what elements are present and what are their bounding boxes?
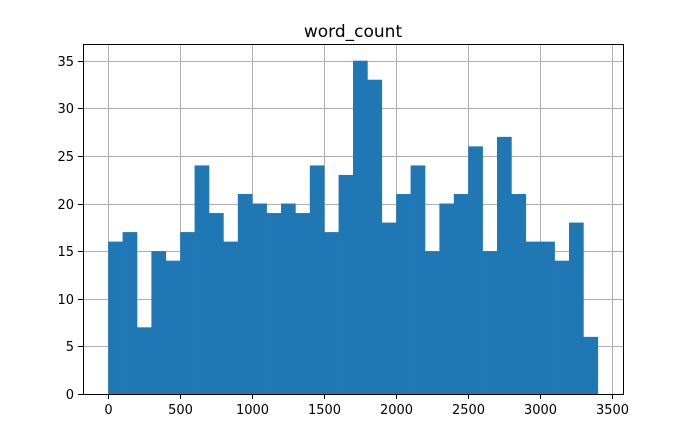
x-tick-label: 1000: [236, 403, 269, 418]
histogram-bar: [309, 165, 325, 394]
y-tick-label: 35: [57, 55, 74, 70]
histogram-bar: [468, 146, 483, 394]
x-tick-label: 500: [168, 403, 193, 418]
histogram-bar: [151, 251, 167, 394]
histogram-bar: [569, 222, 584, 394]
histogram-bar: [137, 327, 152, 394]
histogram-bar: [425, 251, 440, 394]
histogram-bar: [165, 260, 181, 394]
x-tick-label: 3000: [524, 403, 557, 418]
y-tick-label: 10: [57, 293, 74, 308]
histogram-bar: [396, 194, 411, 394]
y-tick-label: 5: [66, 340, 74, 355]
histogram-bar: [223, 241, 239, 394]
histogram-bar: [511, 194, 527, 394]
histogram-bar: [367, 79, 383, 394]
chart-title: word_count: [304, 22, 403, 42]
histogram-bar: [108, 241, 123, 394]
histogram-bar: [122, 232, 138, 394]
x-tick-label: 0: [104, 403, 112, 418]
ticks-layer: 0 500 1000 1500 2000 2500 3000 3500 0 5 10 15 20 25 30…: [57, 55, 629, 418]
histogram-bar: [381, 222, 397, 394]
histogram-bar: [453, 194, 469, 394]
y-tick-label: 20: [57, 198, 74, 213]
histogram-bar: [194, 165, 210, 394]
x-tick-label: 2500: [452, 403, 485, 418]
bars-layer: [108, 60, 599, 395]
histogram-bar: [324, 232, 339, 394]
x-tick-label: 1500: [308, 403, 341, 418]
histogram-bar: [525, 241, 541, 394]
histogram-bar: [410, 165, 426, 394]
histogram-bar: [266, 213, 282, 394]
histogram-bar: [583, 336, 599, 394]
histogram-bar: [252, 203, 267, 394]
x-tick-label: 3500: [596, 403, 629, 418]
histogram-bar: [209, 213, 224, 394]
histogram-bar: [180, 232, 195, 394]
y-tick-label: 25: [57, 150, 74, 165]
histogram-bar: [338, 174, 354, 394]
x-tick-label: 2000: [380, 403, 413, 418]
histogram-bar: [482, 251, 498, 394]
histogram-bar: [554, 260, 570, 394]
y-tick-label: 0: [66, 388, 74, 403]
histogram-bar: [295, 213, 311, 394]
y-tick-label: 15: [57, 245, 74, 260]
histogram-bar: [439, 203, 455, 394]
histogram-bar: [237, 194, 253, 394]
histogram-bar: [353, 60, 368, 395]
y-tick-label: 30: [57, 102, 74, 117]
histogram-bar: [281, 203, 296, 394]
histogram-bar: [540, 241, 555, 394]
plot-frame: [83, 44, 624, 395]
histogram-bar: [497, 136, 512, 394]
